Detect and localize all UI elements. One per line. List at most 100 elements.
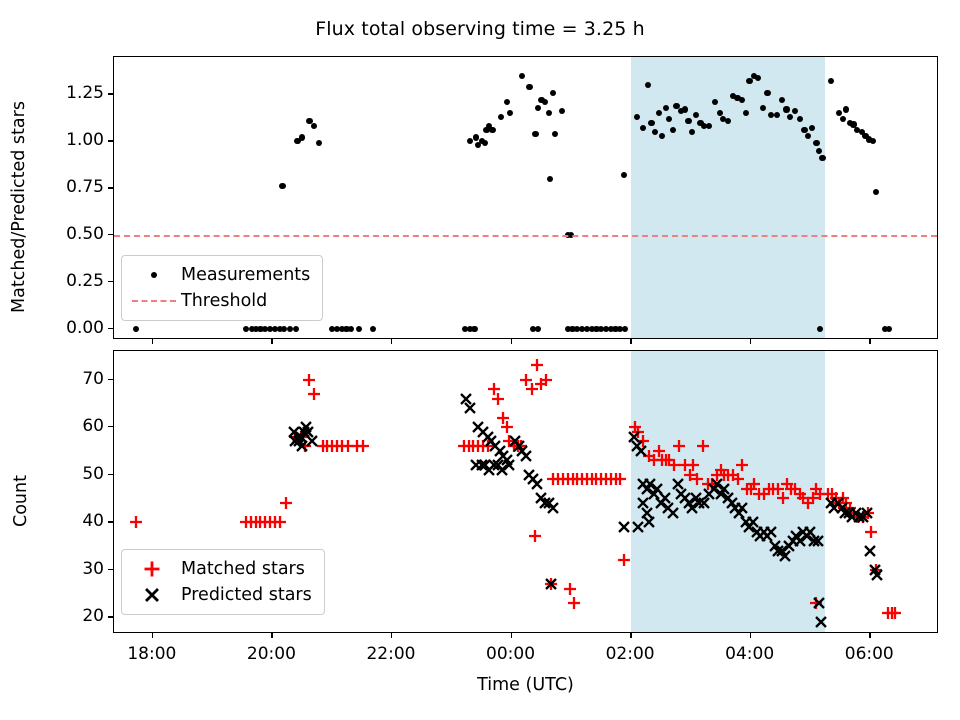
data-point-measurement	[705, 123, 712, 130]
data-point-measurement	[678, 108, 685, 115]
data-point-measurement	[791, 108, 799, 115]
x-axis-tick	[390, 339, 393, 344]
data-point-measurement	[666, 115, 673, 122]
data-point-measurement	[569, 325, 576, 332]
y-axis-tick	[108, 426, 113, 428]
data-point-measurement	[532, 130, 539, 137]
data-point-measurement	[546, 175, 553, 182]
data-point-measurement	[716, 110, 723, 117]
data-point-measurement	[602, 325, 610, 332]
data-point-measurement	[700, 123, 708, 130]
data-point-measurement	[534, 104, 541, 111]
data-point-measurement	[836, 110, 843, 117]
data-point-measurement	[644, 82, 651, 89]
data-point-measurement	[579, 325, 586, 332]
y-axis-tick-label: 20	[82, 606, 104, 627]
data-point-measurement	[281, 325, 288, 332]
data-point-measurement	[681, 106, 689, 113]
data-point-measurement	[819, 155, 826, 162]
data-point-measurement	[651, 128, 659, 136]
y-axis-tick-label: 1.25	[66, 83, 104, 104]
y-axis-tick-label: 30	[82, 558, 104, 579]
data-point-measurement	[489, 126, 496, 134]
data-point-measurement	[767, 112, 775, 119]
y-axis-tick-label: 40	[82, 511, 104, 532]
data-point-measurement	[598, 325, 605, 332]
data-point-measurement	[461, 325, 469, 332]
data-point-measurement	[729, 93, 736, 100]
data-point-measurement	[804, 132, 812, 139]
data-point-measurement	[617, 325, 624, 332]
x-axis-tick	[869, 339, 871, 344]
data-point-measurement	[801, 126, 808, 134]
x-axis-tick	[390, 633, 393, 638]
y-axis-tick	[108, 568, 113, 571]
data-point-measurement	[673, 102, 680, 109]
bottom-panel-y-axis-label: Count	[11, 475, 31, 527]
data-point-measurement	[497, 113, 504, 121]
data-point-measurement	[485, 123, 492, 130]
data-point-measurement	[588, 325, 595, 332]
legend-label-measurements: Measurements	[181, 265, 311, 285]
data-point-measurement	[583, 325, 590, 332]
data-point-measurement	[724, 117, 732, 124]
plus-marker-icon	[131, 558, 177, 580]
ratio-plot-area	[114, 57, 937, 338]
data-point-measurement	[243, 325, 250, 332]
data-point-measurement	[550, 89, 557, 96]
data-point-measurement	[306, 117, 313, 124]
data-point-measurement	[796, 115, 803, 122]
y-axis-tick-label: 0.25	[66, 270, 104, 291]
data-point-measurement	[276, 325, 283, 332]
data-point-measurement	[348, 325, 355, 332]
data-point-measurement	[873, 188, 880, 196]
data-point-measurement	[659, 132, 666, 139]
x-axis-tick	[151, 339, 154, 344]
data-point-measurement	[558, 108, 565, 115]
y-axis-tick	[108, 187, 113, 189]
data-point-measurement	[612, 325, 619, 332]
y-axis-tick	[108, 521, 113, 523]
count-plot-area	[114, 351, 937, 632]
x-axis-tick	[271, 633, 273, 638]
y-axis-tick-label: 0.00	[66, 317, 104, 338]
data-point-measurement	[315, 140, 323, 147]
data-point-measurement	[759, 104, 766, 111]
shaded-observing-window	[631, 57, 826, 338]
data-point-measurement	[620, 171, 628, 179]
data-point-measurement	[843, 106, 850, 113]
x-axis-tick	[630, 633, 632, 638]
data-point-measurement	[298, 134, 305, 141]
data-point-measurement	[669, 126, 677, 134]
y-axis-tick	[108, 280, 113, 283]
data-point-measurement	[519, 72, 526, 79]
x-axis-tick	[151, 633, 154, 638]
legend-label-threshold: Threshold	[181, 291, 268, 311]
legend-item-predicted-stars: Predicted stars	[131, 582, 312, 608]
data-point-measurement	[655, 110, 662, 117]
y-axis-tick-label: 0.50	[66, 224, 104, 245]
data-point-measurement	[778, 97, 785, 104]
x-axis-tick	[630, 339, 632, 344]
y-axis-tick	[108, 234, 113, 236]
data-point-measurement	[262, 325, 269, 332]
data-point-measurement	[816, 325, 824, 332]
x-axis-tick	[510, 633, 512, 638]
data-point-measurement	[266, 325, 274, 332]
data-point-measurement	[689, 128, 696, 136]
data-point-measurement	[808, 125, 815, 132]
x-axis-tick-label: 04:00	[725, 644, 775, 664]
x-axis-tick-label: 18:00	[127, 644, 177, 664]
data-point-measurement	[356, 325, 363, 332]
data-point-measurement	[858, 128, 865, 136]
x-axis-tick	[869, 633, 871, 638]
data-point-measurement	[538, 97, 545, 104]
data-point-measurement	[886, 325, 893, 332]
data-point-measurement	[783, 106, 790, 113]
cross-marker-icon	[131, 584, 177, 606]
data-point-measurement	[773, 112, 781, 119]
y-axis-tick-label: 1.00	[66, 130, 104, 151]
data-point-measurement	[869, 138, 876, 145]
data-point-measurement	[639, 125, 647, 132]
